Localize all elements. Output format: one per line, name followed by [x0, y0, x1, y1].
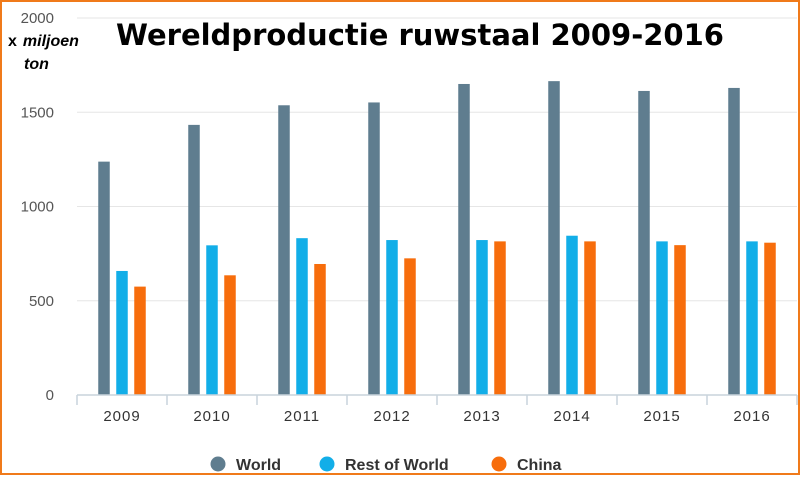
bar-world-2014 [548, 81, 560, 396]
bar-china-2009 [134, 286, 146, 395]
y-tick-label: 2000 [21, 10, 54, 27]
legend-marker-rest-of-world [319, 456, 335, 472]
x-tick-label: 2013 [463, 408, 500, 425]
bar-china-2015 [674, 245, 686, 395]
x-tick-label: 2011 [284, 408, 320, 425]
bar-world-2013 [458, 83, 470, 395]
legend: World Rest of World China [210, 456, 562, 474]
bar-world-2010 [188, 124, 200, 395]
bar-rest-of-world-2015 [656, 241, 668, 395]
bar-world-2009 [98, 161, 110, 395]
bar-china-2014 [584, 241, 596, 395]
legend-marker-world [210, 456, 226, 472]
bar-rest-of-world-2016 [746, 241, 758, 395]
bar-rest-of-world-2012 [386, 240, 398, 395]
y-tick-label: 1500 [21, 104, 54, 121]
bar-china-2011 [314, 263, 326, 395]
bar-rest-of-world-2010 [206, 245, 218, 395]
bar-china-2010 [224, 275, 236, 395]
bar-world-2016 [728, 87, 740, 395]
legend-label: World [236, 457, 281, 474]
x-tick-label: 2016 [733, 408, 770, 425]
y-tick-label: 1000 [21, 199, 54, 216]
x-tick-label: 2015 [643, 408, 680, 425]
bar-world-2015 [638, 90, 650, 396]
legend-label: Rest of World [345, 457, 449, 474]
bar-world-2012 [368, 102, 380, 395]
x-tick-label: 2012 [373, 408, 410, 425]
x-axis: 2009 2010 2011 2012 2013 2014 2015 2016 [76, 394, 798, 425]
grid-lines [77, 17, 797, 302]
chart-title: Wereldproductie ruwstaal 2009-2016 [116, 18, 724, 52]
bars [98, 81, 776, 396]
x-tick-label: 2009 [103, 408, 140, 425]
bar-china-2016 [764, 242, 776, 395]
bar-world-2011 [278, 105, 290, 395]
y-axis: 0 500 1000 1500 2000 [21, 10, 54, 404]
y-tick-label: 500 [29, 293, 54, 310]
bar-china-2013 [494, 241, 506, 395]
bar-rest-of-world-2009 [116, 270, 128, 395]
legend-label: China [517, 457, 562, 474]
bar-rest-of-world-2011 [296, 238, 308, 395]
bar-rest-of-world-2013 [476, 240, 488, 395]
y-axis-unit-line1: x miljoen [8, 33, 79, 50]
bar-rest-of-world-2014 [566, 235, 578, 395]
y-tick-label: 0 [46, 387, 54, 404]
bar-china-2012 [404, 258, 416, 395]
legend-marker-china [491, 456, 507, 472]
x-tick-label: 2014 [553, 408, 590, 425]
x-tick-label: 2010 [193, 408, 230, 425]
y-axis-unit-line2: ton [24, 56, 49, 73]
